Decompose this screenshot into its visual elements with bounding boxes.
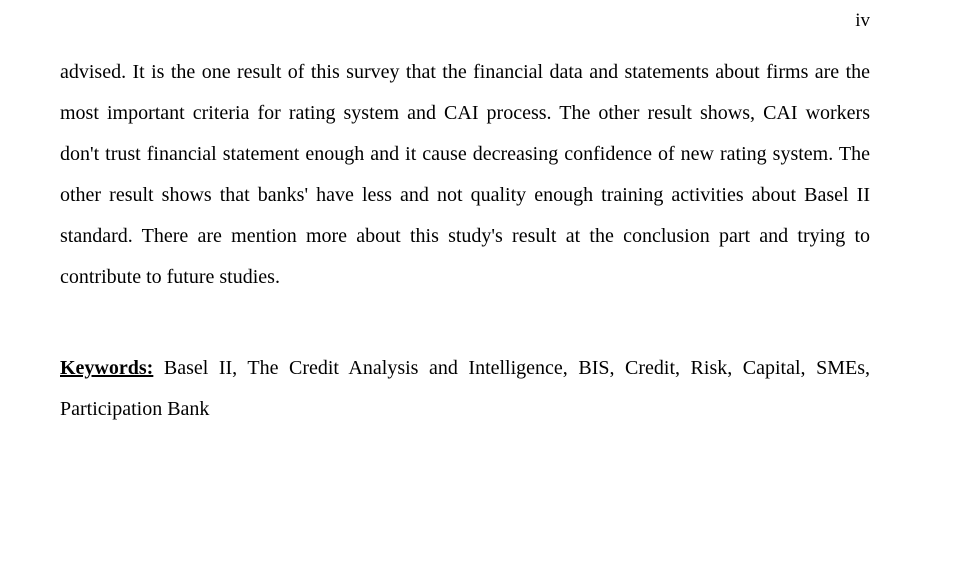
page-number: iv xyxy=(60,10,870,32)
body-paragraph: advised. It is the one result of this su… xyxy=(60,52,870,298)
keywords-text: Basel II, The Credit Analysis and Intell… xyxy=(60,357,870,420)
keywords-section: Keywords: Basel II, The Credit Analysis … xyxy=(60,348,870,430)
document-page: iv advised. It is the one result of this… xyxy=(0,0,960,564)
keywords-label: Keywords: xyxy=(60,357,153,379)
